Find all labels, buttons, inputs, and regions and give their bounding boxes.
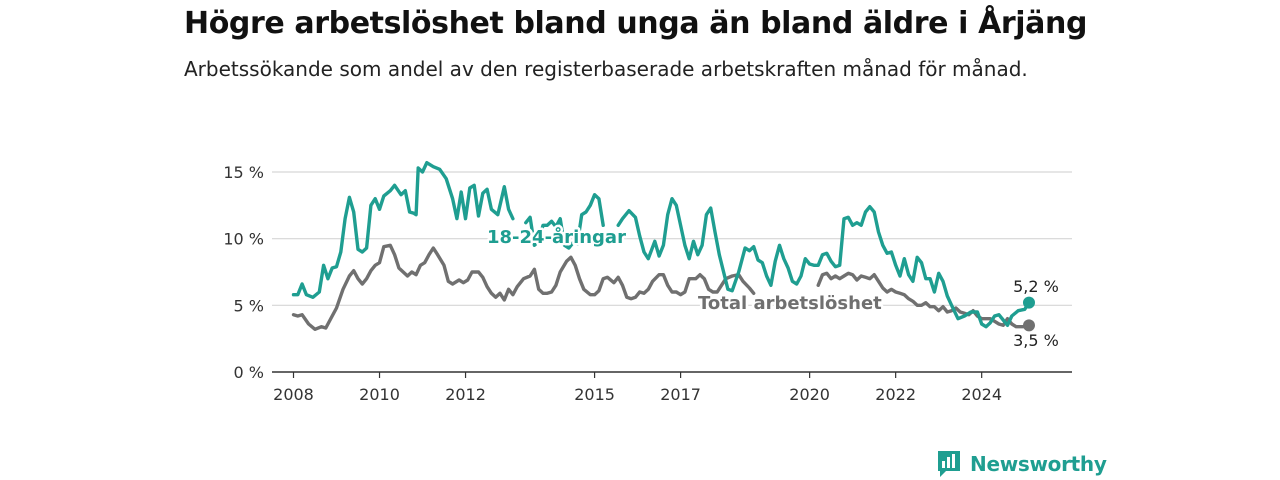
y-tick-label: 5 %: [234, 296, 264, 315]
x-tick-label: 2022: [875, 385, 916, 404]
x-axis: 2008 2010 2012 2015 2017 2020 2022 2024: [272, 371, 1072, 404]
total-series-line: [291, 243, 756, 331]
x-tick-label: 2020: [789, 385, 830, 404]
brand-name: Newsworthy: [970, 452, 1107, 476]
grid-lines: [272, 171, 1072, 306]
x-tick-label: 2024: [961, 385, 1002, 404]
y-tick-label: 10 %: [223, 230, 264, 249]
x-tick-label: 2017: [660, 385, 701, 404]
series-labels: 18-24-åringar Total arbetslöshet 5,2 % 3,5 …: [485, 224, 1061, 353]
x-tick-label: 2015: [574, 385, 615, 404]
newsworthy-logo-icon: [938, 451, 960, 477]
total-series-line: [816, 271, 1031, 329]
total-end-label: 3,5 %: [1013, 331, 1059, 350]
y-axis-labels: 0 % 5 % 10 % 15 %: [223, 163, 264, 382]
youth-series-line: [291, 161, 515, 299]
youth-series-line: [524, 193, 605, 250]
youth-series-label: 18-24-åringar: [487, 226, 626, 248]
x-tick-label: 2012: [445, 385, 486, 404]
chart-subtitle: Arbetssökande som andel av den registerb…: [184, 57, 1028, 81]
youth-end-point: [1022, 296, 1035, 309]
total-series-label: Total arbetslöshet: [698, 293, 882, 314]
total-end-point: [1022, 319, 1035, 332]
brand-logo: Newsworthy: [936, 448, 1107, 480]
y-tick-label: 15 %: [223, 163, 264, 182]
youth-end-label: 5,2 %: [1013, 277, 1059, 296]
x-tick-label: 2008: [273, 385, 314, 404]
series-lines: [291, 161, 1035, 332]
youth-series-line: [616, 197, 1031, 329]
chart-title: Högre arbetslöshet bland unga än bland ä…: [184, 6, 1088, 41]
y-tick-label: 0 %: [234, 363, 264, 382]
x-tick-label: 2010: [359, 385, 400, 404]
